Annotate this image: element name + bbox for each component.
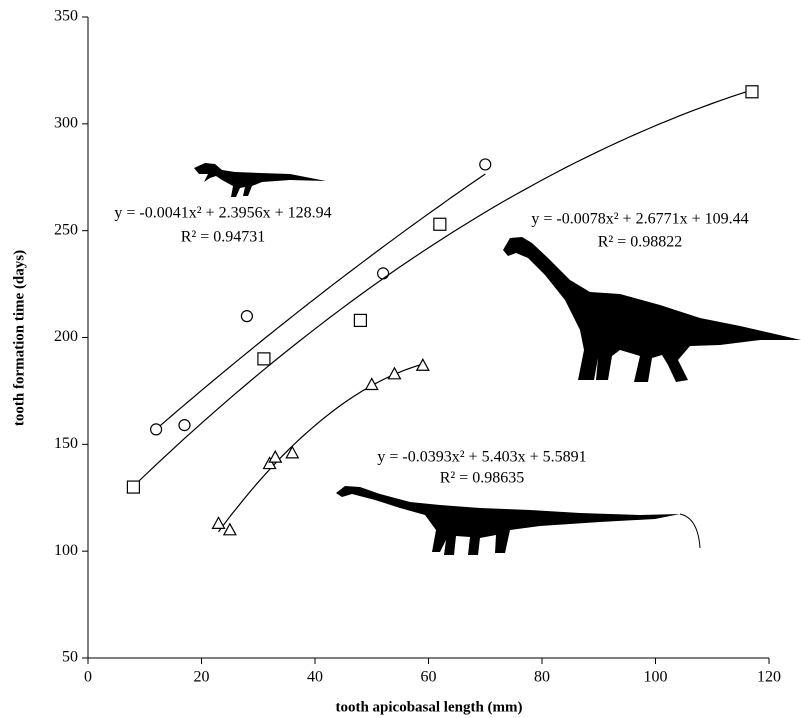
fit-curve <box>132 89 753 487</box>
y-axis-label: tooth formation time (days) <box>11 250 27 426</box>
point <box>178 419 191 432</box>
point <box>745 85 759 99</box>
fit-equation: y = -0.0078x² + 2.6771x + 109.44 <box>531 211 748 228</box>
y-tick-label: 250 <box>54 221 78 238</box>
silhouettes <box>194 163 801 555</box>
fit-curve <box>155 173 486 430</box>
x-axis-label: tooth apicobasal length (mm) <box>335 699 522 715</box>
y-tick-label: 150 <box>54 435 78 452</box>
point <box>150 423 163 436</box>
y-tick-label: 300 <box>54 115 78 132</box>
point <box>433 217 447 231</box>
x-tick-label: 0 <box>84 669 92 686</box>
y-tick-label: 100 <box>54 542 78 559</box>
point <box>262 456 277 470</box>
y-tick-label: 350 <box>54 8 78 25</box>
y-tick-label: 200 <box>54 328 78 345</box>
point <box>415 358 430 371</box>
theropod-silhouette <box>194 163 326 197</box>
x-tick-label: 120 <box>757 669 781 686</box>
point <box>257 352 271 366</box>
point <box>240 310 253 323</box>
fit-r2: R² = 0.98635 <box>440 470 525 487</box>
titanosaur-silhouette <box>336 486 680 555</box>
fit-curve <box>218 363 423 533</box>
x-tick-label: 100 <box>644 669 668 686</box>
point <box>222 522 237 536</box>
point <box>479 158 492 171</box>
point <box>387 366 402 380</box>
point <box>285 445 300 459</box>
point <box>126 480 141 494</box>
x-tick-label: 40 <box>307 669 323 686</box>
y-tick-label: 50 <box>62 649 78 666</box>
x-tick-label: 60 <box>421 669 437 686</box>
fit-r2: R² = 0.94731 <box>181 229 266 246</box>
point <box>377 267 390 280</box>
point <box>353 313 367 328</box>
point <box>268 449 283 463</box>
fit-r2: R² = 0.98822 <box>598 234 683 251</box>
titanosaur-tail <box>679 513 701 549</box>
point <box>211 516 226 529</box>
x-tick-label: 80 <box>534 669 550 686</box>
sauropod-silhouette <box>503 237 801 382</box>
fit-equation: y = -0.0041x² + 2.3956x + 128.94 <box>114 205 331 222</box>
fit-equation: y = -0.0393x² + 5.403x + 5.5891 <box>377 449 586 466</box>
point <box>364 377 379 391</box>
x-tick-label: 20 <box>194 669 210 686</box>
